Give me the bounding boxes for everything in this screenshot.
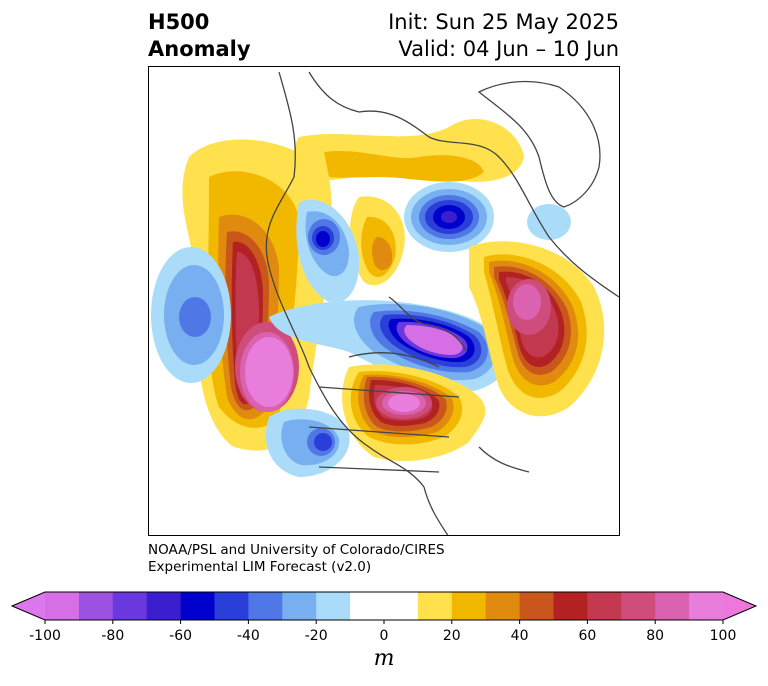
colorbar-segment [519, 592, 554, 620]
colorbar-segment [112, 592, 148, 620]
colorbar-segment [214, 592, 249, 620]
colorbar-segment [180, 592, 215, 620]
title-line-1: H500 [148, 10, 210, 34]
colorbar-segment [350, 592, 385, 620]
chart-title: H500 Anomaly [148, 9, 251, 63]
colorbar-segment [384, 592, 419, 620]
colorbar-unit: m [373, 646, 395, 671]
colorbar-tick-label: 60 [578, 628, 597, 644]
colorbar-segment [485, 592, 521, 620]
title-line-2: Anomaly [148, 37, 251, 61]
hudson-bay-trough [269, 300, 510, 393]
colorbar-tick-label: -60 [169, 628, 193, 644]
valid-date: Valid: 04 Jun – 10 Jun [398, 37, 619, 61]
arctic-ridge [295, 118, 524, 286]
credit-text: NOAA/PSL and University of Colorado/CIRE… [148, 542, 445, 576]
central-pacific-low [151, 247, 231, 383]
colorbar-tick-label: -20 [304, 628, 328, 644]
colorbar-tick-label: 80 [646, 628, 665, 644]
colorbar-segment [553, 592, 588, 620]
coastlines [265, 71, 619, 535]
ne-pacific-ridge [182, 139, 332, 451]
colorbar-tick-label: 40 [510, 628, 529, 644]
colorbar-segment [78, 592, 114, 620]
anomaly-map [151, 71, 619, 535]
colorbar-segment [282, 592, 317, 620]
colorbar-segment [621, 592, 656, 620]
forecast-dates: Init: Sun 25 May 2025 Valid: 04 Jun – 10… [388, 9, 619, 63]
credit-line-2: Experimental LIM Forecast (v2.0) [148, 559, 372, 575]
colorbar-tick-label: 20 [442, 628, 461, 644]
colorbar-ticks: -100 -80 -60 -40 -20 0 20 40 60 80 100 [0, 628, 768, 648]
colorbar-under-arrow [12, 592, 45, 620]
n-atlantic-ridge [469, 241, 605, 417]
colorbar-segment [316, 592, 351, 620]
colorbar [10, 591, 758, 624]
colorbar-segment [417, 592, 453, 620]
credit-line-1: NOAA/PSL and University of Colorado/CIRE… [148, 542, 445, 558]
colorbar-tick-label: -80 [101, 628, 125, 644]
colorbar-tick-label: -100 [29, 628, 61, 644]
colorbar-segment [248, 592, 283, 620]
init-date: Init: Sun 25 May 2025 [388, 10, 619, 34]
colorbar-tick-label: -40 [236, 628, 260, 644]
colorbar-segment [655, 592, 690, 620]
alaska-yukon-low [296, 199, 360, 303]
colorbar-tick-label: 0 [379, 628, 389, 644]
colorbar-tick-label: 100 [709, 628, 737, 644]
colorbar-segment [689, 592, 724, 620]
colorbar-segment [587, 592, 622, 620]
map-panel [148, 66, 620, 536]
colorbar-segment [451, 592, 487, 620]
colorbar-over-arrow [723, 592, 756, 620]
colorbar-segment [45, 592, 80, 620]
greenland-sea-low [404, 182, 571, 252]
colorbar-segment [146, 592, 182, 620]
sw-us-low [265, 408, 350, 477]
